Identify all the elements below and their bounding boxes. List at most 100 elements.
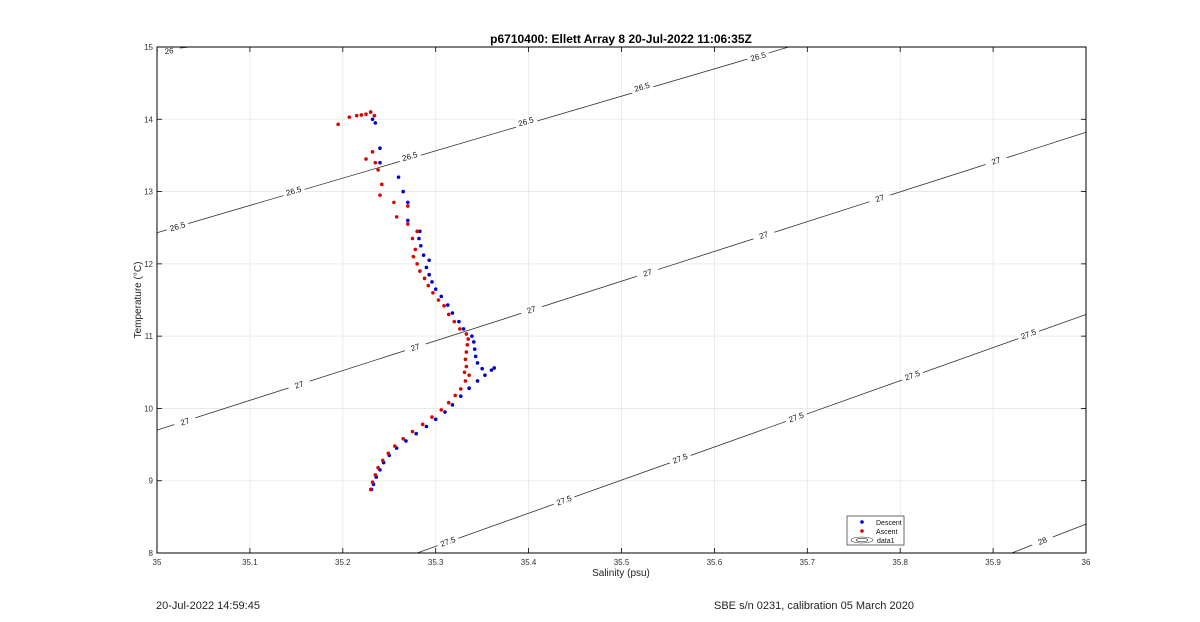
ascent-point	[422, 276, 427, 281]
contour-label-bg	[165, 218, 190, 235]
legend-descent-marker	[860, 520, 864, 524]
contour-line-26.5	[156, 46, 789, 234]
y-tick-label: 11	[145, 332, 154, 341]
ascent-point	[376, 465, 380, 470]
contour-label-bg	[1016, 325, 1041, 343]
contour-label-bg	[867, 189, 892, 207]
contour-label-bg	[667, 449, 693, 467]
ascent-point	[368, 110, 373, 114]
descent-point	[471, 340, 476, 344]
ascent-point	[410, 429, 415, 434]
contour-label-bg	[629, 78, 654, 95]
ascent-point	[378, 193, 382, 197]
ascent-point	[359, 113, 364, 117]
contour-label: 27	[294, 379, 306, 390]
contour-label: 28	[1037, 535, 1049, 547]
contour-label: 26.5	[749, 50, 767, 63]
legend: Descent Ascent data1	[846, 515, 905, 546]
contour-label-bg	[172, 413, 197, 430]
contour-line-27.5	[416, 314, 1087, 554]
descent-point	[401, 189, 405, 194]
y-tick-label: 13	[144, 188, 153, 197]
descent-point	[492, 366, 497, 370]
y-tick-label: 9	[149, 477, 154, 486]
descent-point	[406, 218, 410, 223]
grid	[156, 46, 1087, 554]
descent-point	[489, 368, 494, 372]
ascent-point	[373, 160, 378, 165]
ascent-point	[394, 215, 399, 219]
descent-point	[373, 121, 378, 125]
descent-point	[404, 439, 408, 443]
ascent-point	[418, 269, 422, 273]
descent-point	[424, 424, 429, 429]
y-axis-label: Temperature (°C)	[133, 262, 144, 339]
y-tick-label: 10	[144, 404, 153, 413]
x-tick-label: 35.1	[242, 558, 258, 567]
x-tick-label: 35	[153, 558, 162, 567]
contour-label: 27	[410, 342, 422, 353]
x-tick-label: 35.8	[892, 558, 908, 567]
descent-point	[470, 334, 474, 338]
descent-point	[430, 280, 434, 284]
ascent-point	[368, 487, 373, 492]
descent-point	[458, 394, 463, 398]
ascent-point	[462, 370, 467, 375]
contour-label-bg	[287, 376, 312, 393]
ascent-point	[406, 222, 410, 226]
x-tick-label: 35.6	[707, 558, 723, 567]
legend-contour-icon	[850, 536, 874, 544]
ascent-point	[458, 327, 462, 331]
y-tick-label: 14	[144, 115, 153, 124]
descent-point	[483, 373, 487, 377]
contour-label-bg	[403, 338, 428, 356]
contour-label-bg	[519, 301, 544, 318]
contour-label-bg	[513, 113, 538, 130]
ascent-point	[406, 204, 410, 208]
descent-point	[396, 175, 401, 179]
ascent-point	[410, 236, 415, 241]
ascent-point	[364, 157, 368, 161]
contour-label-bg	[983, 152, 1008, 169]
descent-point	[450, 311, 455, 315]
descent-point	[480, 366, 484, 371]
ascent-point	[426, 283, 431, 288]
descent-point	[414, 431, 418, 436]
legend-box	[846, 515, 905, 546]
contour-label-bg	[281, 182, 306, 199]
ascent-point	[347, 115, 352, 119]
ascent-point	[411, 254, 416, 259]
x-tick-label: 35.4	[521, 558, 537, 567]
descent-point	[424, 265, 429, 270]
ascent-point	[373, 473, 378, 477]
descent-point	[433, 287, 438, 291]
legend-descent-label: Descent	[876, 520, 902, 527]
contour-label: 26	[164, 46, 174, 56]
contour-label: 26.5	[169, 220, 187, 233]
ascent-point	[393, 444, 397, 448]
descent-point	[419, 243, 423, 248]
chart-title: p6710400: Ellett Array 8 20-Jul-2022 11:…	[490, 32, 752, 46]
contour-label: 27	[526, 304, 538, 315]
y-tick-label: 8	[149, 549, 154, 558]
ascent-point	[452, 319, 457, 324]
contour-label-bg	[751, 226, 776, 244]
ascent-point	[415, 229, 419, 234]
x-tick-label: 35.7	[800, 558, 816, 567]
ascent-point	[380, 182, 384, 187]
contour-label: 27	[874, 193, 886, 204]
descent-point	[475, 361, 480, 365]
contour-line-27	[156, 131, 1087, 431]
contour-label-bg	[1030, 532, 1055, 550]
ascent-point	[372, 113, 377, 118]
ascent-point	[370, 480, 375, 484]
ascent-point	[415, 262, 419, 266]
contour-label: 27	[758, 230, 770, 241]
descent-point	[427, 272, 431, 277]
ascent-point	[376, 168, 380, 172]
ascent-point	[431, 290, 435, 295]
legend-ascent-label: Ascent	[876, 529, 897, 536]
ascent-point	[442, 303, 446, 308]
axis-ticks: 35 35.1 35.2 35.3 35.4 35.5 35.6 35.7 35.8 35.9 36…	[144, 43, 1091, 567]
ascent-point	[463, 379, 468, 383]
